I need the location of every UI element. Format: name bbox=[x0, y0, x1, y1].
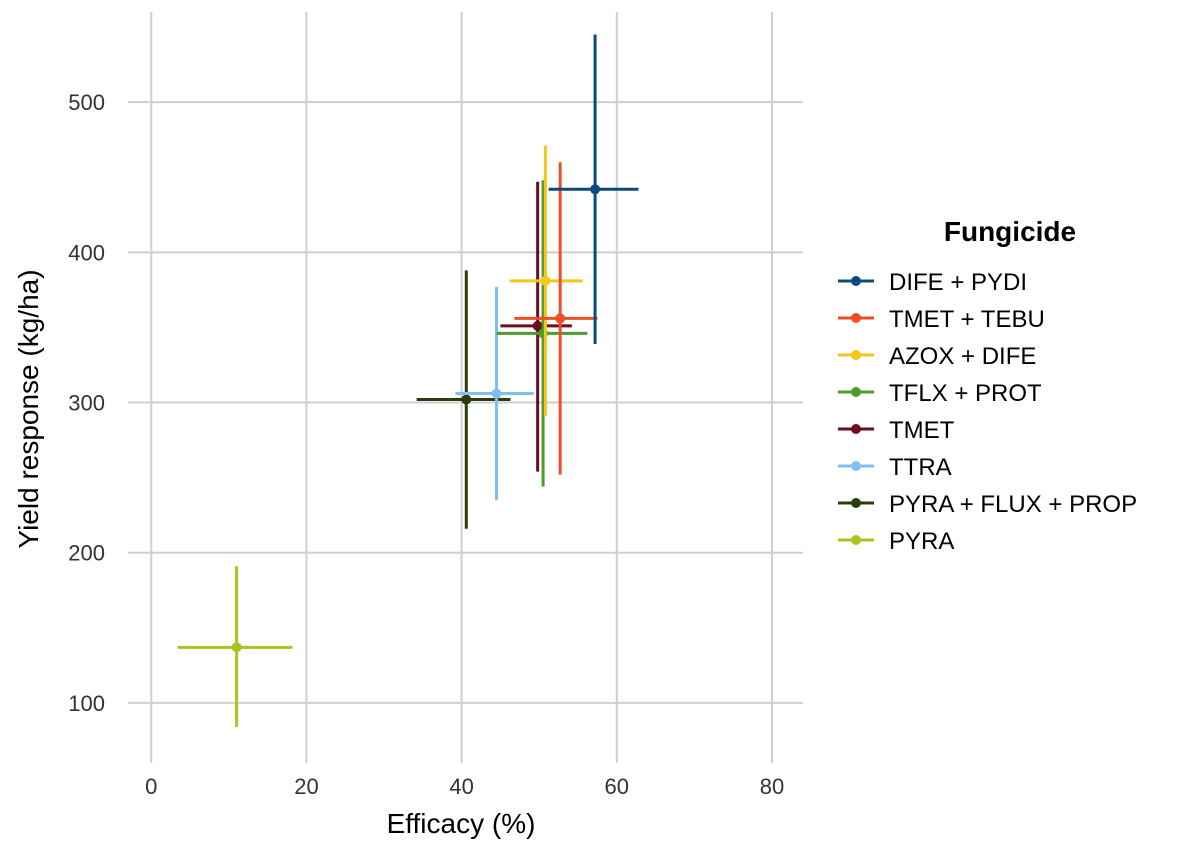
x-tick-labels: 0 20 40 60 80 bbox=[145, 774, 784, 799]
series-ttra bbox=[455, 286, 534, 501]
legend-title: Fungicide bbox=[944, 216, 1076, 247]
legend-key-point bbox=[851, 350, 861, 360]
y-tick-label: 400 bbox=[68, 240, 105, 265]
legend-item: PYRA bbox=[838, 528, 954, 555]
legend-label: TMET + TEBU bbox=[889, 306, 1045, 333]
data-point bbox=[461, 394, 472, 405]
y-tick-label: 200 bbox=[68, 541, 105, 566]
legend-key-point bbox=[851, 461, 861, 471]
legend-key-point bbox=[851, 387, 861, 397]
data-marks bbox=[177, 34, 639, 727]
legend-label: TMET bbox=[889, 417, 955, 444]
series-tmet-tebu bbox=[514, 162, 598, 475]
y-tick-label: 500 bbox=[68, 90, 105, 115]
legend-item: TMET bbox=[838, 417, 955, 444]
legend-label: TFLX + PROT bbox=[889, 380, 1042, 407]
data-point bbox=[532, 320, 543, 331]
legend: Fungicide DIFE + PYDI TMET + TEBU AZOX + D… bbox=[838, 216, 1137, 555]
data-point bbox=[540, 275, 551, 286]
legend-key-point bbox=[851, 498, 861, 508]
series-azox-dife bbox=[509, 145, 583, 417]
x-axis-title: Efficacy (%) bbox=[387, 808, 536, 839]
data-point bbox=[491, 388, 502, 399]
data-point bbox=[231, 642, 242, 653]
legend-label: PYRA bbox=[889, 528, 954, 555]
series-tflx-prot bbox=[496, 180, 588, 487]
grid-lines bbox=[128, 12, 803, 763]
data-point bbox=[555, 313, 566, 324]
legend-item: TFLX + PROT bbox=[838, 380, 1042, 407]
x-tick-label: 0 bbox=[145, 774, 157, 799]
legend-item: PYRA + FLUX + PROP bbox=[838, 491, 1137, 518]
y-tick-label: 300 bbox=[68, 391, 105, 416]
series-pyra bbox=[177, 566, 293, 727]
data-point bbox=[590, 184, 601, 195]
legend-item: AZOX + DIFE bbox=[838, 343, 1036, 370]
x-tick-label: 80 bbox=[760, 774, 784, 799]
series-pyra-flux-prop bbox=[416, 270, 511, 529]
legend-label: PYRA + FLUX + PROP bbox=[889, 491, 1137, 518]
legend-key-point bbox=[851, 276, 861, 286]
series-dife-pydi bbox=[548, 34, 639, 344]
legend-key-point bbox=[851, 535, 861, 545]
legend-key-point bbox=[851, 424, 861, 434]
legend-item: DIFE + PYDI bbox=[838, 269, 1027, 296]
legend-label: DIFE + PYDI bbox=[889, 269, 1027, 296]
legend-label: TTRA bbox=[889, 454, 952, 481]
x-tick-label: 40 bbox=[449, 774, 473, 799]
y-tick-labels: 100 200 300 400 500 bbox=[68, 90, 105, 716]
legend-key-point bbox=[851, 313, 861, 323]
legend-label: AZOX + DIFE bbox=[889, 343, 1036, 370]
legend-item: TTRA bbox=[838, 454, 952, 481]
y-axis-title: Yield response (kg/ha) bbox=[13, 269, 44, 548]
y-tick-label: 100 bbox=[68, 691, 105, 716]
legend-item: TMET + TEBU bbox=[838, 306, 1045, 333]
x-tick-label: 60 bbox=[605, 774, 629, 799]
x-tick-label: 20 bbox=[294, 774, 318, 799]
